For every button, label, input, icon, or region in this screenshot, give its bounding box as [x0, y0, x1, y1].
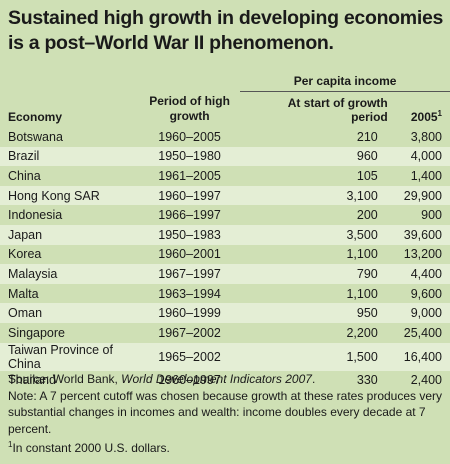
source-prefix: Source: World Bank,: [8, 372, 118, 386]
start-income: 1,500: [240, 342, 396, 371]
header-year: 20051: [396, 92, 450, 128]
notes: Source: World Bank, World Development In…: [8, 371, 444, 457]
income-2005: 900: [421, 208, 442, 223]
table-row: Oman 1960–1999 950 9,000: [0, 303, 450, 323]
economy: Hong Kong SAR: [0, 185, 139, 206]
source-title: World Development Indicators 2007: [121, 372, 312, 386]
table-row: Botswana 1960–2005 210 3,800: [0, 127, 450, 147]
start-income: 210: [356, 129, 378, 144]
income-2005: 1,400: [410, 168, 442, 183]
header-year-text: 2005: [410, 110, 438, 124]
table: Economy Period of high growth Per capita…: [0, 70, 450, 390]
start-income: 950: [240, 303, 396, 323]
income-2005: 4,400: [395, 264, 450, 284]
period: 1965–2002: [138, 342, 241, 371]
economy: Botswana: [8, 129, 63, 144]
source: Source: World Bank, World Development In…: [8, 371, 444, 388]
period: 1961–2005: [158, 168, 221, 183]
period: 1966–1997: [158, 208, 221, 223]
economy: Taiwan Province of China: [0, 342, 139, 371]
period: 1950–1983: [138, 224, 241, 245]
start-income: 105: [356, 168, 378, 183]
economy: China: [8, 168, 41, 183]
source-end: .: [311, 372, 316, 386]
income-2005: 3,800: [410, 129, 442, 144]
period: 1960–2001: [158, 247, 221, 262]
economy: Singapore: [8, 325, 65, 340]
title: Sustained high growth in developing econ…: [8, 7, 444, 54]
income-2005: 9,600: [410, 286, 442, 301]
table-row: Taiwan Province of China 1965–2002 1,500 16…: [0, 342, 450, 371]
period: 1967–2002: [158, 325, 221, 340]
income-2005: 29,900: [395, 185, 450, 206]
income-2005: 39,600: [395, 224, 450, 245]
note: Note: A 7 percent cutoff was chosen beca…: [8, 388, 443, 436]
table-row: Singapore 1967–2002 2,200 25,400: [0, 323, 450, 343]
period: 1960–1997: [158, 373, 221, 388]
economy: Malta: [8, 286, 39, 301]
footnote-mark: 1: [8, 440, 13, 449]
income-2005: 16,400: [395, 342, 450, 371]
footnote-text: In constant 2000 U.S. dollars.: [12, 441, 170, 455]
income-2005: 9,000: [395, 303, 450, 323]
table-row: Indonesia 1966–1997 200 900: [0, 205, 450, 225]
header-income: Per capita income: [240, 70, 450, 92]
start-income: 3,100: [240, 185, 396, 206]
start-income: 2,200: [346, 325, 378, 340]
start-income: 790: [240, 264, 396, 284]
period: 1963–1994: [158, 286, 221, 301]
economy: Malaysia: [0, 264, 139, 284]
footnote-mark: 1: [437, 109, 442, 118]
period: 1960–1999: [138, 303, 241, 323]
table-row: Brazil 1950–1980 960 4,000: [0, 146, 450, 167]
income-2005: 13,200: [403, 247, 442, 262]
period: 1950–1980: [138, 146, 241, 167]
economy: Oman: [0, 303, 139, 323]
economy: Thailand: [8, 373, 56, 388]
income-2005: 25,400: [403, 325, 442, 340]
start-income: 960: [240, 146, 396, 167]
start-income: 1,100: [346, 247, 378, 262]
table-row: Japan 1950–1983 3,500 39,600: [0, 224, 450, 245]
economy: Brazil: [0, 146, 139, 167]
period: 1960–1997: [138, 185, 241, 206]
table-row: Malaysia 1967–1997 790 4,400: [0, 264, 450, 284]
header-start: At start of growth period: [287, 96, 388, 124]
table-row: Thailand 1960–1997 330 2,400: [0, 371, 450, 391]
start-income: 3,500: [240, 224, 396, 245]
period: 1967–1997: [138, 264, 241, 284]
table-body: Botswana 1960–2005 210 3,800 Brazil 1950–1980…: [0, 127, 450, 390]
start-income: 200: [356, 208, 378, 223]
table-row: Hong Kong SAR 1960–1997 3,100 29,900: [0, 185, 450, 206]
economy: Korea: [8, 247, 42, 262]
economy: Japan: [0, 224, 139, 245]
table-row: China 1961–2005 105 1,400: [0, 166, 450, 186]
start-income: 330: [356, 373, 378, 388]
start-income: 1,100: [346, 286, 378, 301]
header-economy: Economy: [8, 110, 63, 124]
table-row: Korea 1960–2001 1,100 13,200: [0, 245, 450, 265]
income-2005: 2,400: [410, 373, 442, 388]
period: 1960–2005: [158, 129, 221, 144]
header-period: Period of high growth: [149, 94, 230, 123]
table-row: Malta 1963–1994 1,100 9,600: [0, 284, 450, 304]
income-2005: 4,000: [395, 146, 450, 167]
footnote: 1In constant 2000 U.S. dollars.: [8, 437, 444, 457]
economy: Indonesia: [8, 208, 63, 223]
